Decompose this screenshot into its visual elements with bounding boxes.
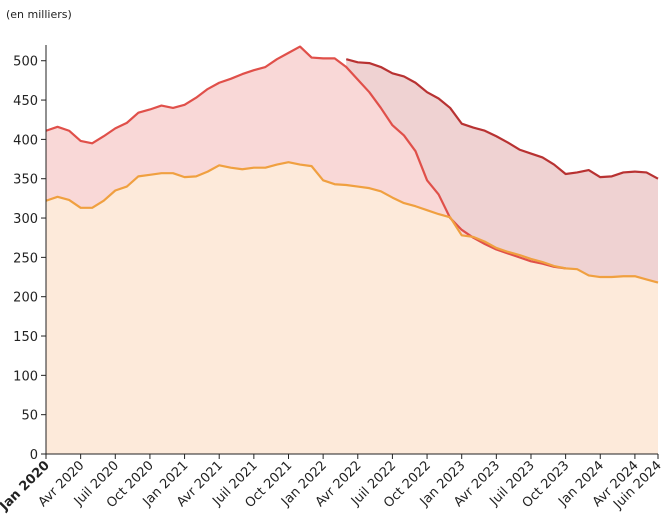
y-tick-label: 0 xyxy=(30,448,38,463)
series-line xyxy=(345,58,659,180)
y-tick-label: 100 xyxy=(13,369,38,384)
y-tick-label: 200 xyxy=(13,291,38,306)
y-tick-label: 150 xyxy=(13,330,38,345)
y-tick-label: 400 xyxy=(13,133,38,148)
y-tick-label: 50 xyxy=(21,409,38,424)
y-tick-label: 350 xyxy=(13,173,38,188)
series-line xyxy=(45,45,566,270)
y-tick-label: 300 xyxy=(13,212,38,227)
y-tick-label: 450 xyxy=(13,94,38,109)
area xyxy=(46,162,658,455)
unit-note: (en milliers) xyxy=(6,8,72,21)
series-line xyxy=(45,161,659,284)
y-tick-label: 250 xyxy=(13,251,38,266)
y-tick-label: 500 xyxy=(13,55,38,70)
